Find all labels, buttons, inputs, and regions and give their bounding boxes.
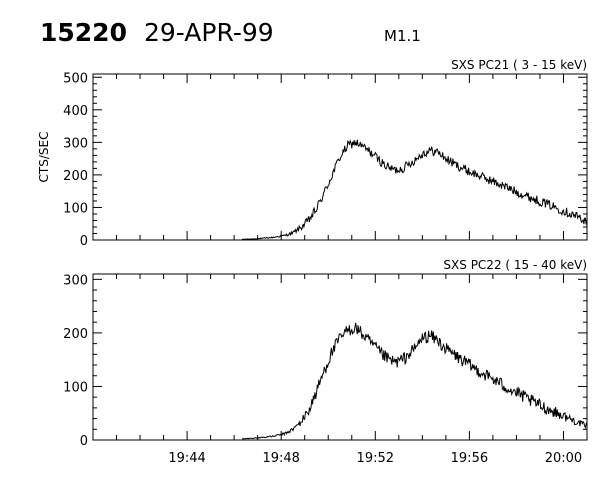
flare-class: M1.1: [384, 27, 421, 45]
y-tick-label: 0: [80, 234, 88, 249]
y-tick-label: 200: [63, 327, 88, 342]
x-tick-label: 19:48: [262, 451, 299, 466]
series-line-pc22: [242, 322, 588, 440]
panel-title-pc21: SXS PC21 ( 3 - 15 keV): [451, 58, 587, 72]
panel-title-pc22: SXS PC22 ( 15 - 40 keV): [443, 258, 587, 272]
y-tick-label: 100: [63, 201, 88, 216]
event-id: 15220: [40, 18, 127, 47]
y-ticks-pc21: 0 100 200 300 400 500: [63, 71, 587, 249]
y-axis-label: CTS/SEC: [37, 132, 51, 183]
y-tick-label: 100: [63, 380, 88, 395]
x-ticks-pc21: [92, 74, 588, 240]
x-tick-label: 19:44: [168, 451, 205, 466]
y-ticks-pc22: 0 100 200 300: [63, 273, 587, 449]
x-tick-label: 19:56: [451, 451, 488, 466]
y-tick-label: 0: [80, 434, 88, 449]
plot-frame-pc22: [92, 273, 588, 441]
event-date: 29-APR-99: [144, 18, 274, 47]
x-tick-label: 20:00: [545, 451, 582, 466]
x-tick-label: 19:52: [357, 451, 394, 466]
y-tick-label: 300: [63, 136, 88, 151]
y-tick-label: 400: [63, 104, 88, 119]
y-tick-label: 300: [63, 273, 88, 288]
x-ticks-pc22: 19:44 19:48 19:52 19:56 20:00: [92, 274, 588, 466]
y-tick-label: 200: [63, 169, 88, 184]
plot-frame-pc21: [92, 73, 588, 241]
y-tick-label: 500: [63, 71, 88, 86]
series-line-pc21: [241, 139, 588, 240]
panel-pc21: SXS PC21 ( 3 - 15 keV) CTS/SEC 0 100 200 30…: [37, 58, 588, 249]
panel-pc22: SXS PC22 ( 15 - 40 keV) 0 100 200 300 19:44…: [63, 258, 588, 466]
